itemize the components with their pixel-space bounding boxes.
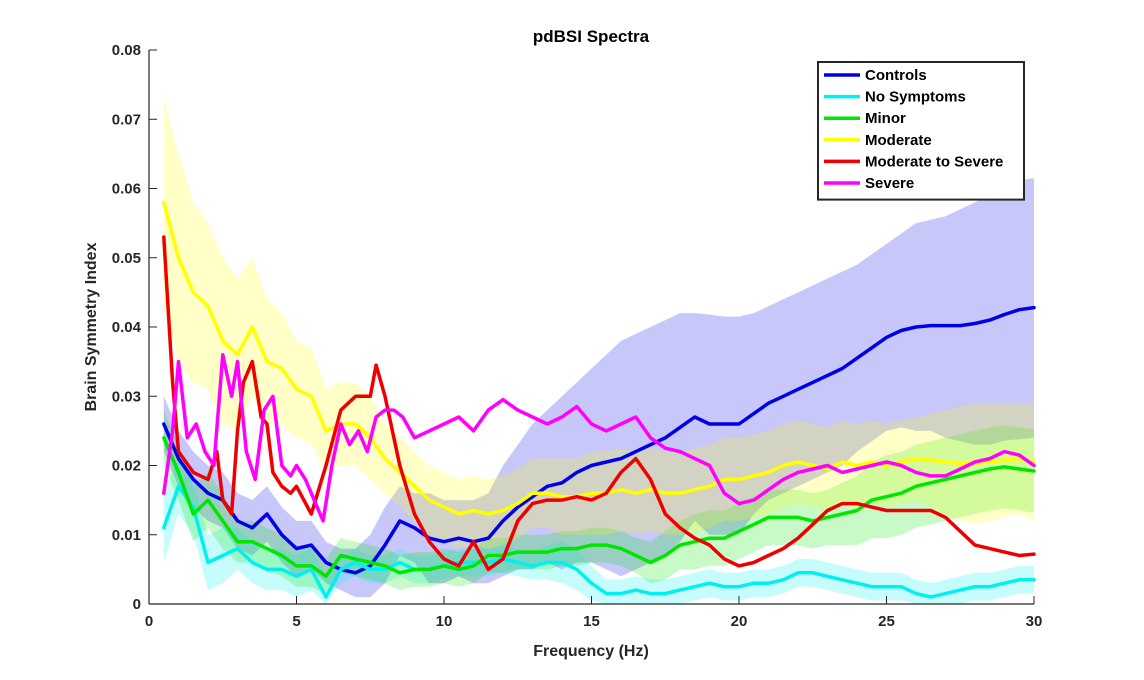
controls-line <box>162 305 1036 575</box>
minor-legend-label: Minor <box>865 110 906 127</box>
x-tick-label: 30 <box>1026 613 1043 630</box>
moderate-legend-label: Moderate <box>865 132 932 149</box>
y-axis-title: Brain Symmetry Index <box>83 242 100 411</box>
y-tick-label: 0.06 <box>112 181 141 198</box>
x-tick-label: 20 <box>731 613 748 630</box>
y-tick-label: 0.05 <box>112 250 141 267</box>
series-lines <box>162 200 1036 599</box>
chart-title: pdBSI Spectra <box>533 27 650 46</box>
y-tick-label: 0.08 <box>112 42 141 59</box>
x-axis-title: Frequency (Hz) <box>533 643 649 660</box>
no-symptoms-line <box>162 484 1036 599</box>
x-tick-label: 10 <box>436 613 453 630</box>
legend-box <box>817 61 1025 201</box>
moderate-line <box>162 200 1036 516</box>
no-symptoms-legend-label: No Symptoms <box>865 89 966 106</box>
axes: 0 5 10 15 20 25 30 0 0.01 0.02 0.03 0.04 0.05 0.06 0.0… <box>112 42 1043 630</box>
x-tick-label: 25 <box>878 613 895 630</box>
severe-legend-label: Severe <box>865 175 914 192</box>
legend: Controls No Symptoms Minor Moderate Moderate… <box>817 61 1025 201</box>
y-tick-label: 0.07 <box>112 111 141 128</box>
controls-legend-label: Controls <box>865 67 927 84</box>
minor-line <box>162 436 1036 579</box>
x-tick-label: 0 <box>145 613 153 630</box>
moderate-band <box>163 98 1035 549</box>
y-tick-label: 0.03 <box>112 388 141 405</box>
minor-band <box>163 410 1035 594</box>
x-tick-label: 5 <box>292 613 300 630</box>
y-tick-label: 0 <box>133 596 141 613</box>
moderate-to-severe-legend-label: Moderate to Severe <box>865 153 1003 170</box>
y-tick-label: 0.02 <box>112 458 141 475</box>
controls-band <box>163 178 1035 598</box>
y-tick-label: 0.01 <box>112 527 141 544</box>
severe-line <box>162 352 1036 523</box>
x-tick-label: 15 <box>583 613 600 630</box>
y-tick-label: 0.04 <box>112 319 142 336</box>
